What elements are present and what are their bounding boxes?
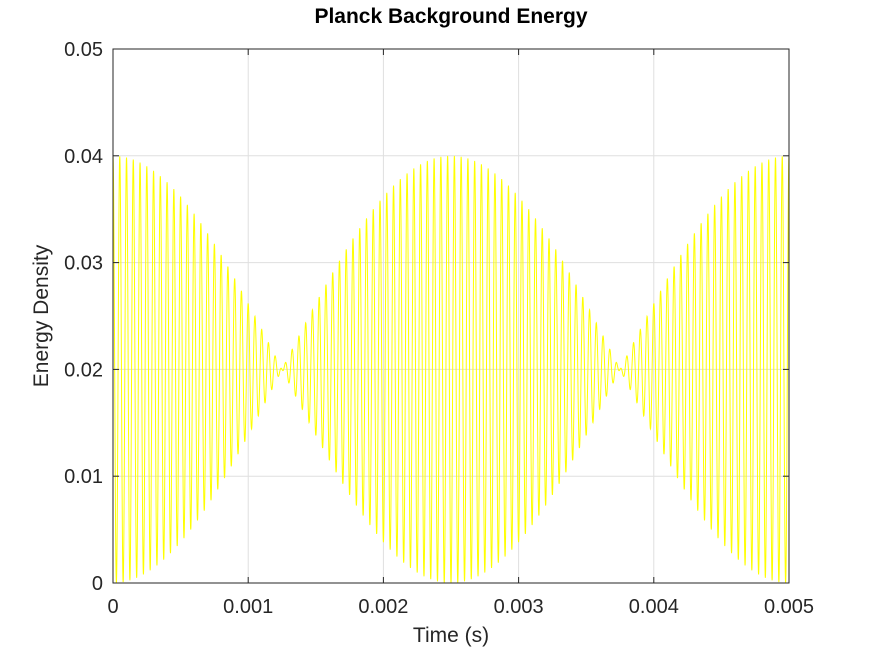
grid xyxy=(112,48,790,584)
plot-area xyxy=(113,49,789,583)
y-tick-label: 0.03 xyxy=(64,253,103,275)
x-tick-label: 0.001 xyxy=(223,596,273,618)
axes-box xyxy=(112,48,790,584)
y-tick-label: 0.02 xyxy=(64,359,103,381)
y-axis-label: Energy Density xyxy=(30,244,53,387)
x-tick-label: 0.002 xyxy=(358,596,408,618)
x-tick-label: 0.003 xyxy=(494,596,544,618)
ticks xyxy=(112,48,790,584)
tick-labels: 0 0.001 0.002 0.003 0.004 0.005 0 0.01 0.02 0.03 0… xyxy=(64,39,814,618)
y-tick-label: 0.05 xyxy=(64,39,103,61)
x-tick-label: 0.005 xyxy=(764,596,814,618)
y-tick-label: 0.01 xyxy=(64,466,103,488)
y-tick-label: 0 xyxy=(92,573,103,595)
y-tick-label: 0.04 xyxy=(64,146,103,168)
x-tick-label: 0.004 xyxy=(629,596,679,618)
x-axis-label: Time (s) xyxy=(413,624,489,647)
chart-title: Planck Background Energy xyxy=(314,5,587,28)
x-tick-label: 0 xyxy=(107,596,118,618)
